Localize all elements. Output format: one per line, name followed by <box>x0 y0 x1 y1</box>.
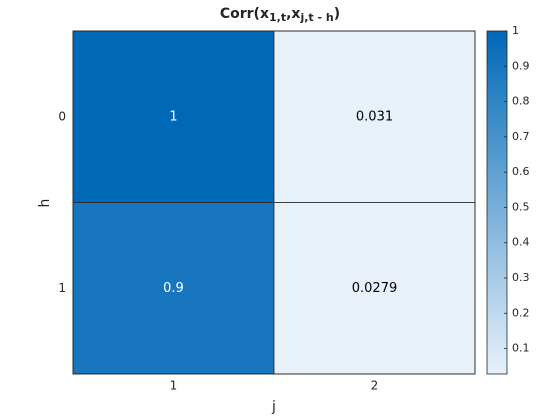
colorbar-tick-label: 0.4 <box>512 236 530 249</box>
x-tick-label: 2 <box>371 379 379 393</box>
title-part: ) <box>334 6 340 22</box>
colorbar-tick-label: 0.5 <box>512 200 530 213</box>
y-tick-label: 1 <box>58 281 66 295</box>
y-axis-label: h <box>37 199 53 208</box>
y-tick-label: 0 <box>58 109 66 123</box>
colorbar-tick-label: 0.3 <box>512 271 530 284</box>
colorbar-tick-label: 0.8 <box>512 95 530 108</box>
cell-value-label: 0.0279 <box>352 281 398 296</box>
x-axis-label: j <box>271 399 276 415</box>
heatmap-cell <box>273 202 476 375</box>
heatmap-cell <box>72 30 275 203</box>
colorbar-tick-label: 0.6 <box>512 165 530 178</box>
colorbar-tick-label: 1 <box>512 24 519 37</box>
title-part: Corr(x <box>220 6 269 22</box>
colorbar-tick-label: 0.1 <box>512 342 530 355</box>
title-subscript: j,t - h <box>299 11 333 24</box>
colorbar-tick-label: 0.2 <box>512 306 530 319</box>
x-tick-label: 1 <box>170 379 178 393</box>
chart-title: Corr(x1,t,xj,t - h) <box>220 6 340 24</box>
heatmap-cell <box>72 202 275 375</box>
plot-frame <box>72 30 476 375</box>
colorbar-tick-label: 0.9 <box>512 59 530 72</box>
cell-value-label: 0.9 <box>163 281 184 296</box>
heatmap-cell <box>273 30 476 203</box>
cell-value-label: 1 <box>169 109 177 124</box>
cell-value-label: 0.031 <box>356 109 393 124</box>
colorbar-tick-label: 0.7 <box>512 130 530 143</box>
colorbar <box>486 30 508 375</box>
title-part: ,x <box>286 6 300 22</box>
title-subscript: 1,t <box>269 11 286 24</box>
